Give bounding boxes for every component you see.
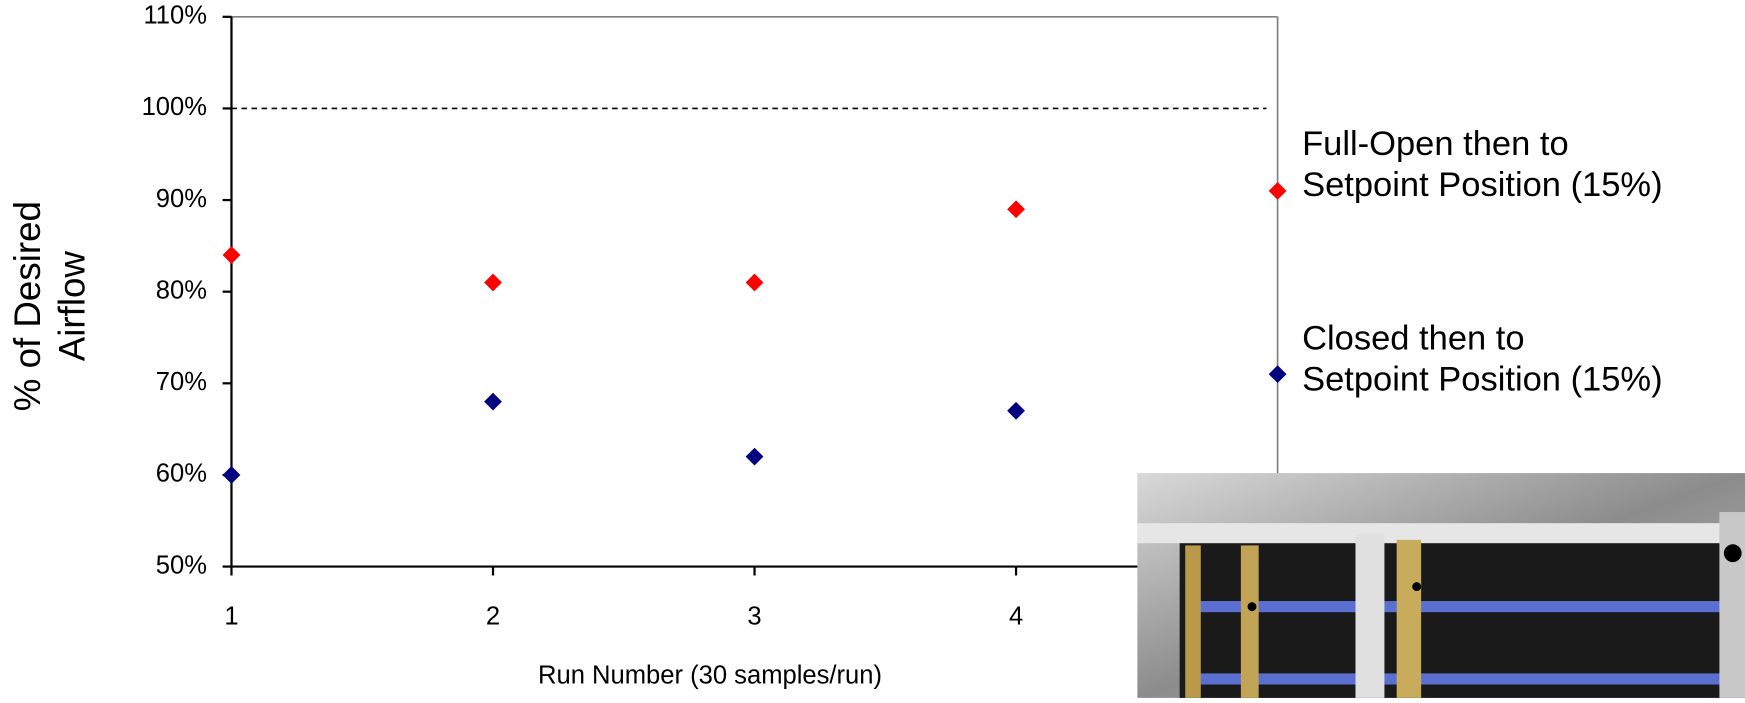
y-tick-label: 90% bbox=[156, 185, 207, 213]
y-tick-label: 80% bbox=[156, 276, 207, 304]
y-tick-label: 60% bbox=[156, 460, 207, 488]
legend-label-box: Full-Open then to Setpoint Position (15%… bbox=[1302, 123, 1663, 204]
y-tick-label: 110% bbox=[143, 2, 207, 30]
y-tick-label: 50% bbox=[156, 551, 207, 579]
y-axis-title-box: % of Desired Airflow bbox=[6, 201, 92, 412]
y-axis-title: % of Desired Airflow bbox=[6, 201, 92, 412]
data-point bbox=[484, 392, 502, 411]
x-axis-title: Run Number (30 samples/run) bbox=[538, 662, 882, 690]
data-point bbox=[1268, 365, 1287, 384]
data-point bbox=[745, 447, 764, 466]
photo bbox=[1137, 473, 1745, 698]
x-tick-label: 4 bbox=[1009, 603, 1023, 631]
data-point bbox=[222, 466, 241, 484]
plot-area: 50% 60% 70% 80% 90% 100% 110% 1 2 3 4 Run Number (3… bbox=[6, 2, 1663, 690]
data-point bbox=[745, 273, 764, 292]
data-point bbox=[1007, 401, 1025, 420]
data-point bbox=[1007, 200, 1025, 219]
y-tick-label: 100% bbox=[142, 93, 207, 121]
data-point bbox=[222, 246, 241, 264]
legend-label-box: Closed then to Setpoint Position (15%) bbox=[1302, 318, 1663, 399]
legend-label: Full-Open then to Setpoint Position (15%… bbox=[1302, 123, 1663, 204]
legend-label: Closed then to Setpoint Position (15%) bbox=[1302, 318, 1663, 399]
x-tick-label: 2 bbox=[486, 603, 500, 631]
data-point bbox=[484, 273, 502, 292]
y-tick-label: 70% bbox=[156, 368, 207, 396]
x-tick-label: 3 bbox=[747, 603, 761, 631]
x-tick-label: 1 bbox=[224, 603, 238, 631]
data-point bbox=[1268, 181, 1287, 200]
